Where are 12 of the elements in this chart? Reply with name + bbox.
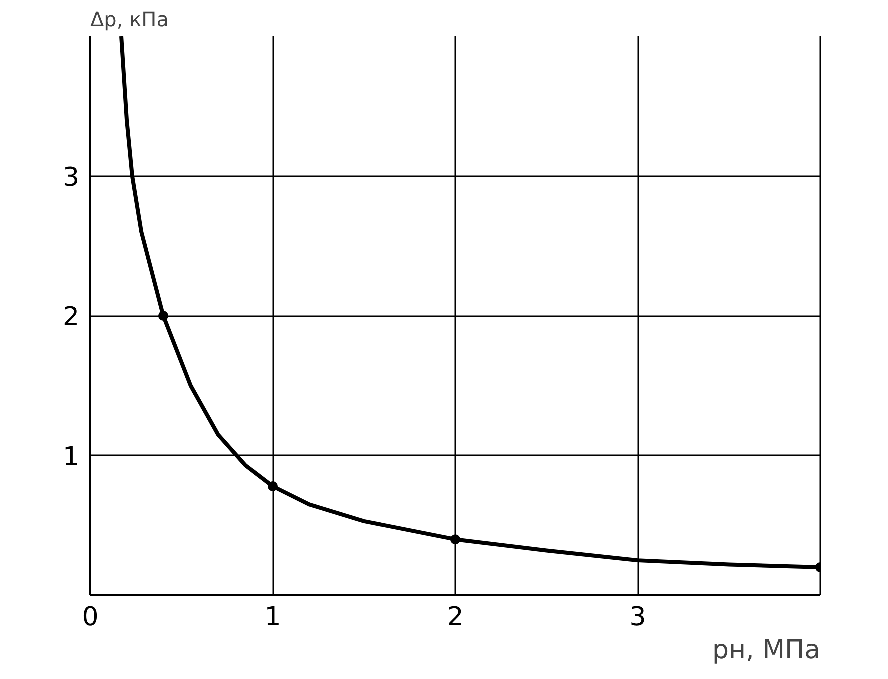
point (268, 482, 278, 492)
x-tick-label: 0 (82, 602, 99, 632)
point (158, 311, 168, 321)
x-tick-label: 2 (447, 602, 464, 632)
x-tick-label: 1 (264, 602, 282, 632)
y-tick-label: 2 (62, 302, 80, 332)
point (450, 534, 460, 545)
x-tick-label: 3 (630, 602, 646, 632)
y-axis-title: Δp, кПа (90, 8, 169, 32)
y-tick-label: 3 (62, 162, 80, 193)
x-axis-title: pн, МПа (712, 636, 821, 666)
y-tick-label: 1 (62, 442, 80, 472)
